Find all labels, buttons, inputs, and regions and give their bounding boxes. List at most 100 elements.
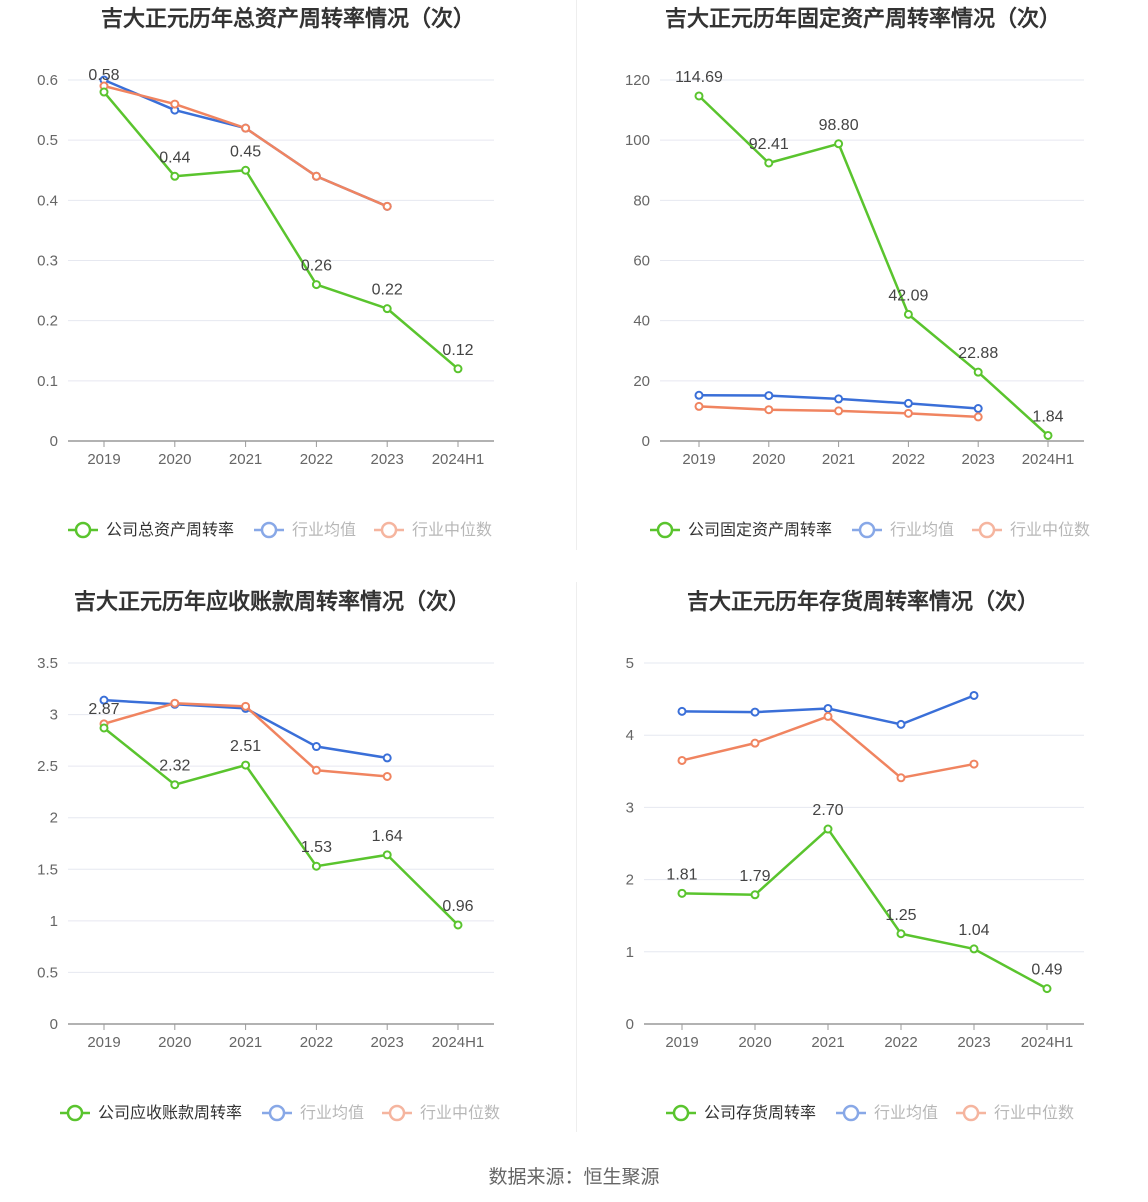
x-tick-label: 2023 xyxy=(957,1034,990,1051)
data-label: 1.64 xyxy=(372,828,403,845)
legend-marker xyxy=(388,1104,406,1122)
data-point-avg xyxy=(969,690,979,700)
data-point-avg xyxy=(834,394,844,404)
series-line-company xyxy=(103,91,459,370)
chart-2: 吉大正元历年固定资产周转率情况（次） 0 20 40 60 80 100 120 2019 202… xyxy=(625,6,1090,539)
legend-label: 行业均值 xyxy=(292,521,356,539)
y-tick-label: 3 xyxy=(626,799,634,816)
data-point-avg xyxy=(694,390,704,400)
y-tick-label: 3 xyxy=(50,707,58,724)
chart-title: 吉大正元历年应收账款周转率情况（次） xyxy=(74,589,470,614)
y-tick-label: 1 xyxy=(50,913,58,930)
y-tick-label: 2.5 xyxy=(37,758,58,775)
data-point-company xyxy=(750,890,760,900)
legend-label: 公司总资产周转率 xyxy=(106,521,234,539)
data-point-avg xyxy=(973,404,983,414)
legend-marker xyxy=(672,1104,690,1122)
data-point-median xyxy=(750,738,760,748)
series-line-company xyxy=(103,727,459,926)
legend-item-median: 行业中位数 xyxy=(382,1104,500,1122)
legend-label: 公司固定资产周转率 xyxy=(688,521,832,539)
legend-marker xyxy=(74,521,92,539)
data-label: 0.96 xyxy=(442,898,473,915)
data-label: 42.09 xyxy=(888,287,928,304)
data-label: 2.51 xyxy=(230,738,261,755)
legend-item-avg: 行业均值 xyxy=(262,1104,364,1122)
data-point-company xyxy=(170,171,180,181)
y-tick-label: 1.5 xyxy=(37,861,58,878)
data-point-median xyxy=(973,412,983,422)
legend-marker xyxy=(66,1104,84,1122)
data-point-avg xyxy=(99,695,109,705)
data-point-company xyxy=(823,824,833,834)
divider-top xyxy=(576,0,577,550)
chart-title: 吉大正元历年固定资产周转率情况（次） xyxy=(665,6,1061,31)
data-label: 0.49 xyxy=(1031,962,1062,979)
y-tick-label: 0 xyxy=(50,1016,58,1033)
data-point-avg xyxy=(903,398,913,408)
y-tick-label: 0.4 xyxy=(37,192,58,209)
x-tick-label: 2022 xyxy=(884,1034,917,1051)
data-point-company xyxy=(382,304,392,314)
y-tick-label: 0 xyxy=(626,1016,634,1033)
legend-marker xyxy=(260,521,278,539)
x-tick-label: 2020 xyxy=(752,451,785,468)
x-tick-label: 2019 xyxy=(682,451,715,468)
y-tick-label: 0 xyxy=(50,433,58,450)
data-point-company xyxy=(764,158,774,168)
legend-label: 行业中位数 xyxy=(412,521,492,539)
data-label: 1.79 xyxy=(739,868,770,885)
x-tick-label: 2023 xyxy=(962,451,995,468)
y-tick-label: 0.3 xyxy=(37,253,58,270)
data-label: 1.53 xyxy=(301,839,332,856)
x-tick-label: 2021 xyxy=(229,1034,262,1051)
data-point-company xyxy=(677,888,687,898)
data-point-company xyxy=(1042,984,1052,994)
y-tick-label: 40 xyxy=(633,313,650,330)
legend-label: 公司应收账款周转率 xyxy=(98,1103,242,1122)
y-tick-label: 0 xyxy=(642,433,650,450)
y-tick-label: 1 xyxy=(626,944,634,961)
legend-marker xyxy=(842,1104,860,1122)
x-tick-label: 2021 xyxy=(811,1034,844,1051)
x-tick-label: 2023 xyxy=(371,451,404,468)
chart-title: 吉大正元历年存货周转率情况（次） xyxy=(687,589,1039,614)
legend-marker xyxy=(962,1104,980,1122)
divider-bottom xyxy=(576,582,577,1132)
legend-item-median: 行业中位数 xyxy=(374,521,492,539)
x-tick-label: 2023 xyxy=(371,1034,404,1051)
y-tick-label: 2 xyxy=(626,872,634,889)
y-tick-label: 20 xyxy=(633,373,650,390)
data-point-company xyxy=(382,850,392,860)
data-point-company xyxy=(311,280,321,290)
x-tick-label: 2020 xyxy=(158,1034,191,1051)
data-point-median xyxy=(241,701,251,711)
data-label: 114.69 xyxy=(675,69,723,86)
legend-item-median: 行业中位数 xyxy=(972,521,1090,539)
data-label: 2.87 xyxy=(88,701,119,718)
x-tick-label: 2020 xyxy=(738,1034,771,1051)
data-point-company xyxy=(969,944,979,954)
y-tick-label: 0.5 xyxy=(37,132,58,149)
y-tick-label: 100 xyxy=(625,132,650,149)
x-tick-label: 2024H1 xyxy=(432,1034,485,1051)
data-point-company xyxy=(1043,430,1053,440)
data-point-median xyxy=(764,405,774,415)
legend-marker xyxy=(656,521,674,539)
chart-title: 吉大正元历年总资产周转率情况（次） xyxy=(101,6,475,31)
x-tick-label: 2019 xyxy=(87,1034,120,1051)
data-point-company xyxy=(896,929,906,939)
data-point-company xyxy=(241,165,251,175)
y-tick-label: 120 xyxy=(625,72,650,89)
legend-marker xyxy=(978,521,996,539)
data-point-median xyxy=(382,771,392,781)
chart-4: 吉大正元历年存货周转率情况（次） 0 1 2 3 4 5 2019 2020 2021 2022 20… xyxy=(626,589,1084,1122)
data-point-median xyxy=(903,408,913,418)
legend-label: 行业均值 xyxy=(890,521,954,539)
data-label: 0.12 xyxy=(442,342,473,359)
data-point-median xyxy=(170,698,180,708)
legend-item-median: 行业中位数 xyxy=(956,1104,1074,1122)
data-point-median xyxy=(311,171,321,181)
y-tick-label: 0.2 xyxy=(37,313,58,330)
